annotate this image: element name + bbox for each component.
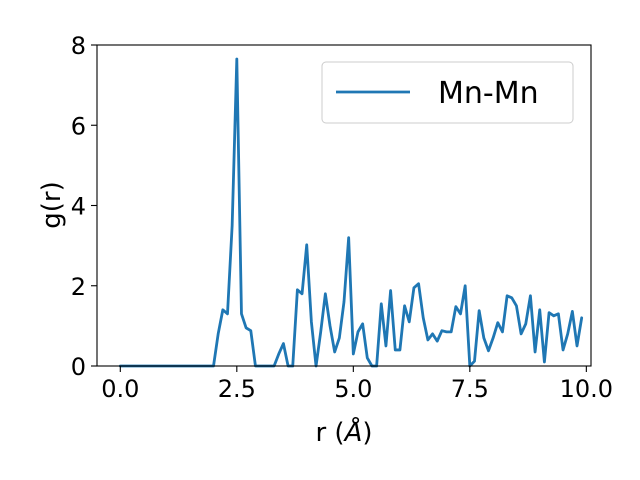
x-tick-label: 2.5	[218, 375, 256, 403]
x-tick-label: 5.0	[334, 375, 372, 403]
y-tick-label: 4	[71, 193, 86, 221]
x-tick-label: 10.0	[560, 375, 613, 403]
x-axis-label-close: )	[362, 418, 372, 448]
x-tick-label: 7.5	[451, 375, 489, 403]
legend: Mn-Mn	[321, 61, 574, 124]
y-tick-label: 0	[71, 353, 86, 381]
y-axis-label: g(r)	[37, 181, 67, 228]
y-tick-label: 6	[71, 112, 86, 140]
legend-box	[321, 61, 574, 124]
x-axis-label-unit: Å	[343, 416, 363, 448]
x-tick-label: 0.0	[101, 375, 139, 403]
x-axis-label: r (Å)	[315, 416, 372, 448]
y-tick-label: 8	[71, 32, 86, 60]
axis-ticks: 0.0 2.5 5.0 7.5 10.0 0 2 4 6 8	[71, 32, 613, 403]
legend-label-mn-mn: Mn-Mn	[438, 76, 539, 111]
y-tick-label: 2	[71, 273, 86, 301]
x-axis-label-main: r (	[315, 418, 344, 448]
